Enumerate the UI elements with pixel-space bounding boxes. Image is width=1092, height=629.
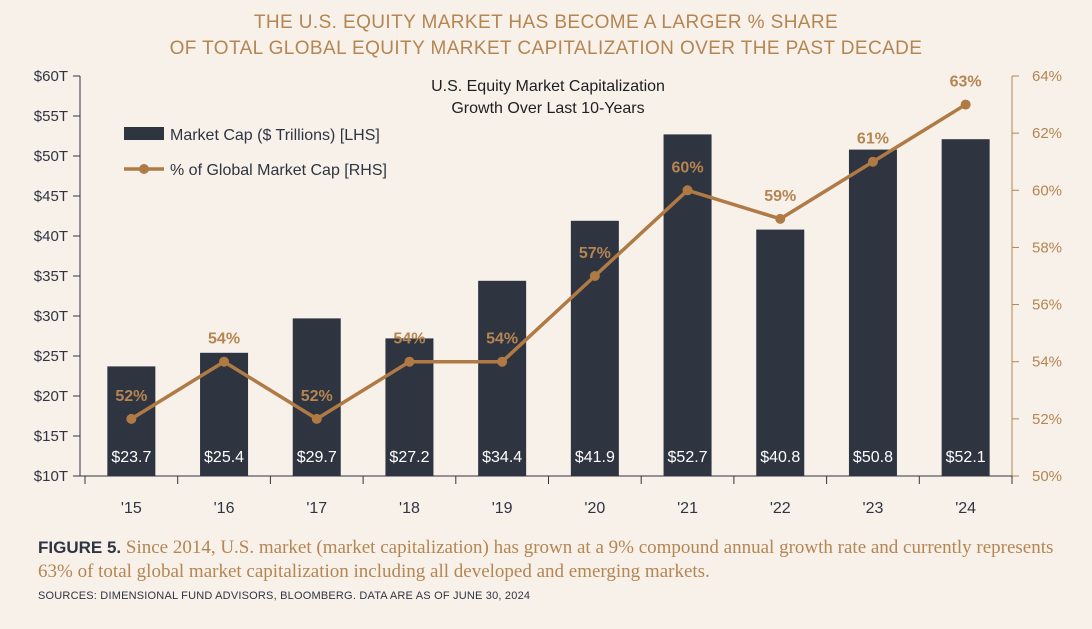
left-tick-label: $55T bbox=[34, 108, 68, 125]
x-axis: '15 '16 '17 '18 '19 '20 '21 '22 '23 '24 bbox=[80, 475, 1013, 517]
x-tick-label: '19 bbox=[492, 500, 513, 517]
chart-area: $10T $15T $20T $25T $30T $35T $40T $45T $50T $55T… bbox=[34, 68, 1062, 517]
figure-caption: FIGURE 5. Since 2014, U.S. market (marke… bbox=[38, 536, 1068, 584]
legend-line-label: % of Global Market Cap [RHS] bbox=[170, 162, 387, 179]
right-tick-label: 62% bbox=[1032, 125, 1062, 142]
right-tick-label: 52% bbox=[1032, 411, 1062, 428]
point-value-label: 61% bbox=[857, 131, 889, 148]
caption-text: Since 2014, U.S. market (market capitali… bbox=[38, 537, 1054, 582]
bar-series: $23.7 $25.4 $29.7 $27.2 $34.4 $41.9 $52.7 $40.8… bbox=[107, 134, 990, 476]
sources-note: SOURCES: DIMENSIONAL FUND ADVISORS, BLOO… bbox=[38, 590, 531, 602]
point-value-label: 54% bbox=[393, 331, 425, 348]
legend-line-marker bbox=[139, 164, 149, 174]
line-point bbox=[867, 156, 878, 167]
legend-bar-swatch bbox=[124, 127, 164, 140]
figure-label: FIGURE 5. bbox=[38, 538, 122, 557]
right-tick-label: 64% bbox=[1032, 68, 1062, 85]
chart-title: THE U.S. EQUITY MARKET HAS BECOME A LARG… bbox=[0, 10, 1092, 62]
left-tick-label: $50T bbox=[34, 148, 68, 165]
bar-value-label: $52.1 bbox=[946, 449, 986, 466]
bar bbox=[756, 229, 805, 476]
bar-value-label: $34.4 bbox=[482, 449, 522, 466]
point-value-label: 57% bbox=[579, 245, 611, 262]
left-tick-label: $35T bbox=[34, 268, 68, 285]
bar bbox=[848, 149, 897, 476]
point-value-label: 54% bbox=[208, 331, 240, 348]
bar-value-label: $40.8 bbox=[760, 449, 800, 466]
bar bbox=[478, 280, 527, 476]
x-tick-label: '23 bbox=[863, 500, 884, 517]
line-point bbox=[960, 99, 971, 110]
line-point bbox=[219, 356, 230, 367]
x-tick-label: '22 bbox=[770, 500, 791, 517]
point-value-label: 52% bbox=[301, 388, 333, 405]
bar-value-label: $27.2 bbox=[389, 449, 429, 466]
x-tick-label: '16 bbox=[214, 500, 235, 517]
right-tick-label: 54% bbox=[1032, 354, 1062, 371]
line-series: 52% 54% 52% 54% 54% 57% 60% 59% 61% 63% bbox=[115, 74, 982, 424]
left-tick-label: $25T bbox=[34, 348, 68, 365]
bar-value-label: $52.7 bbox=[668, 449, 708, 466]
bar bbox=[292, 318, 341, 476]
line-point bbox=[404, 356, 415, 367]
line-point bbox=[126, 413, 137, 424]
line-point bbox=[311, 413, 322, 424]
percent-line bbox=[130, 103, 967, 421]
right-tick-label: 60% bbox=[1032, 182, 1062, 199]
x-tick-label: '24 bbox=[955, 500, 976, 517]
left-tick-label: $30T bbox=[34, 308, 68, 325]
line-point bbox=[682, 185, 693, 196]
line-point bbox=[589, 271, 600, 281]
bar-value-label: $29.7 bbox=[297, 449, 337, 466]
right-tick-label: 56% bbox=[1032, 297, 1062, 314]
legend-bar-label: Market Cap ($ Trillions) [LHS] bbox=[170, 127, 380, 144]
x-tick-label: '15 bbox=[121, 500, 142, 517]
inner-chart-title: U.S. Equity Market Capitalization Growth … bbox=[431, 78, 665, 117]
legend: Market Cap ($ Trillions) [LHS] % of Globa… bbox=[124, 127, 387, 179]
bar-value-label: $41.9 bbox=[575, 449, 615, 466]
left-tick-label: $45T bbox=[34, 188, 68, 205]
x-tick-label: '20 bbox=[584, 500, 605, 517]
point-value-label: 63% bbox=[950, 74, 982, 91]
inner-title-line-2: Growth Over Last 10-Years bbox=[451, 100, 644, 117]
x-tick-label: '18 bbox=[399, 500, 420, 517]
title-line-2: OF TOTAL GLOBAL EQUITY MARKET CAPITALIZA… bbox=[169, 38, 923, 59]
left-tick-label: $20T bbox=[34, 388, 68, 405]
x-tick-label: '17 bbox=[306, 500, 327, 517]
point-value-label: 54% bbox=[486, 331, 518, 348]
title-line-1: THE U.S. EQUITY MARKET HAS BECOME A LARG… bbox=[253, 12, 839, 33]
right-tick-label: 58% bbox=[1032, 239, 1062, 256]
bar bbox=[941, 139, 990, 476]
line-point bbox=[775, 213, 786, 224]
right-tick-label: 50% bbox=[1032, 468, 1062, 485]
x-tick-label: '21 bbox=[677, 500, 698, 517]
left-tick-label: $60T bbox=[34, 68, 68, 85]
line-point bbox=[497, 356, 508, 367]
left-tick-label: $10T bbox=[34, 468, 68, 485]
right-axis: 50% 52% 54% 56% 58% 60% 62% 64% bbox=[1011, 68, 1062, 485]
left-axis: $10T $15T $20T $25T $30T $35T $40T $45T $50T $55T… bbox=[34, 68, 81, 485]
point-value-label: 60% bbox=[672, 159, 704, 176]
left-tick-label: $15T bbox=[34, 428, 68, 445]
left-tick-label: $40T bbox=[34, 228, 68, 245]
point-value-label: 52% bbox=[115, 388, 147, 405]
inner-title-line-1: U.S. Equity Market Capitalization bbox=[431, 78, 665, 95]
bar-value-label: $50.8 bbox=[853, 449, 893, 466]
point-value-label: 59% bbox=[764, 188, 796, 205]
bar-value-label: $23.7 bbox=[111, 449, 151, 466]
bar-value-label: $25.4 bbox=[204, 449, 244, 466]
